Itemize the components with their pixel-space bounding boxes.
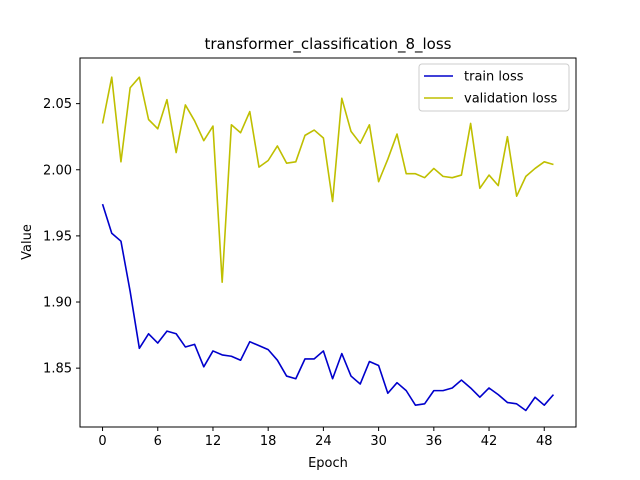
plot-lines [101,76,555,412]
y-axis-title: Value [20,224,35,260]
legend-label: validation loss [464,92,557,107]
series-line-train-loss [101,203,555,412]
x-tick-label: 48 [536,434,553,449]
y-tick-label: 1.85 [43,362,72,377]
y-tick-label: 2.05 [43,97,72,112]
legend-label: train loss [464,70,524,85]
x-tick-label: 18 [260,434,277,449]
x-axis-ticks: 0 6 12 18 24 30 36 42 48 [98,427,553,449]
x-tick-label: 12 [205,434,222,449]
plot-frame [79,57,577,428]
y-tick-label: 1.90 [43,296,72,311]
chart-title: transformer_classification_8_loss [205,35,452,54]
y-tick-label: 2.00 [43,163,72,178]
series-line-validation-loss [101,76,554,283]
y-tick-label: 1.95 [43,229,72,244]
legend-box [418,63,570,112]
x-tick-label: 6 [154,434,162,449]
legend: train loss validation loss [418,63,570,112]
x-tick-label: 36 [426,434,443,449]
x-tick-label: 30 [370,434,387,449]
x-axis-title: Epoch [308,456,348,471]
x-tick-label: 42 [481,434,498,449]
x-tick-label: 24 [315,434,332,449]
x-tick-label: 0 [98,434,106,449]
y-axis-ticks: 1.85 1.90 1.95 2.00 2.05 [43,97,80,377]
